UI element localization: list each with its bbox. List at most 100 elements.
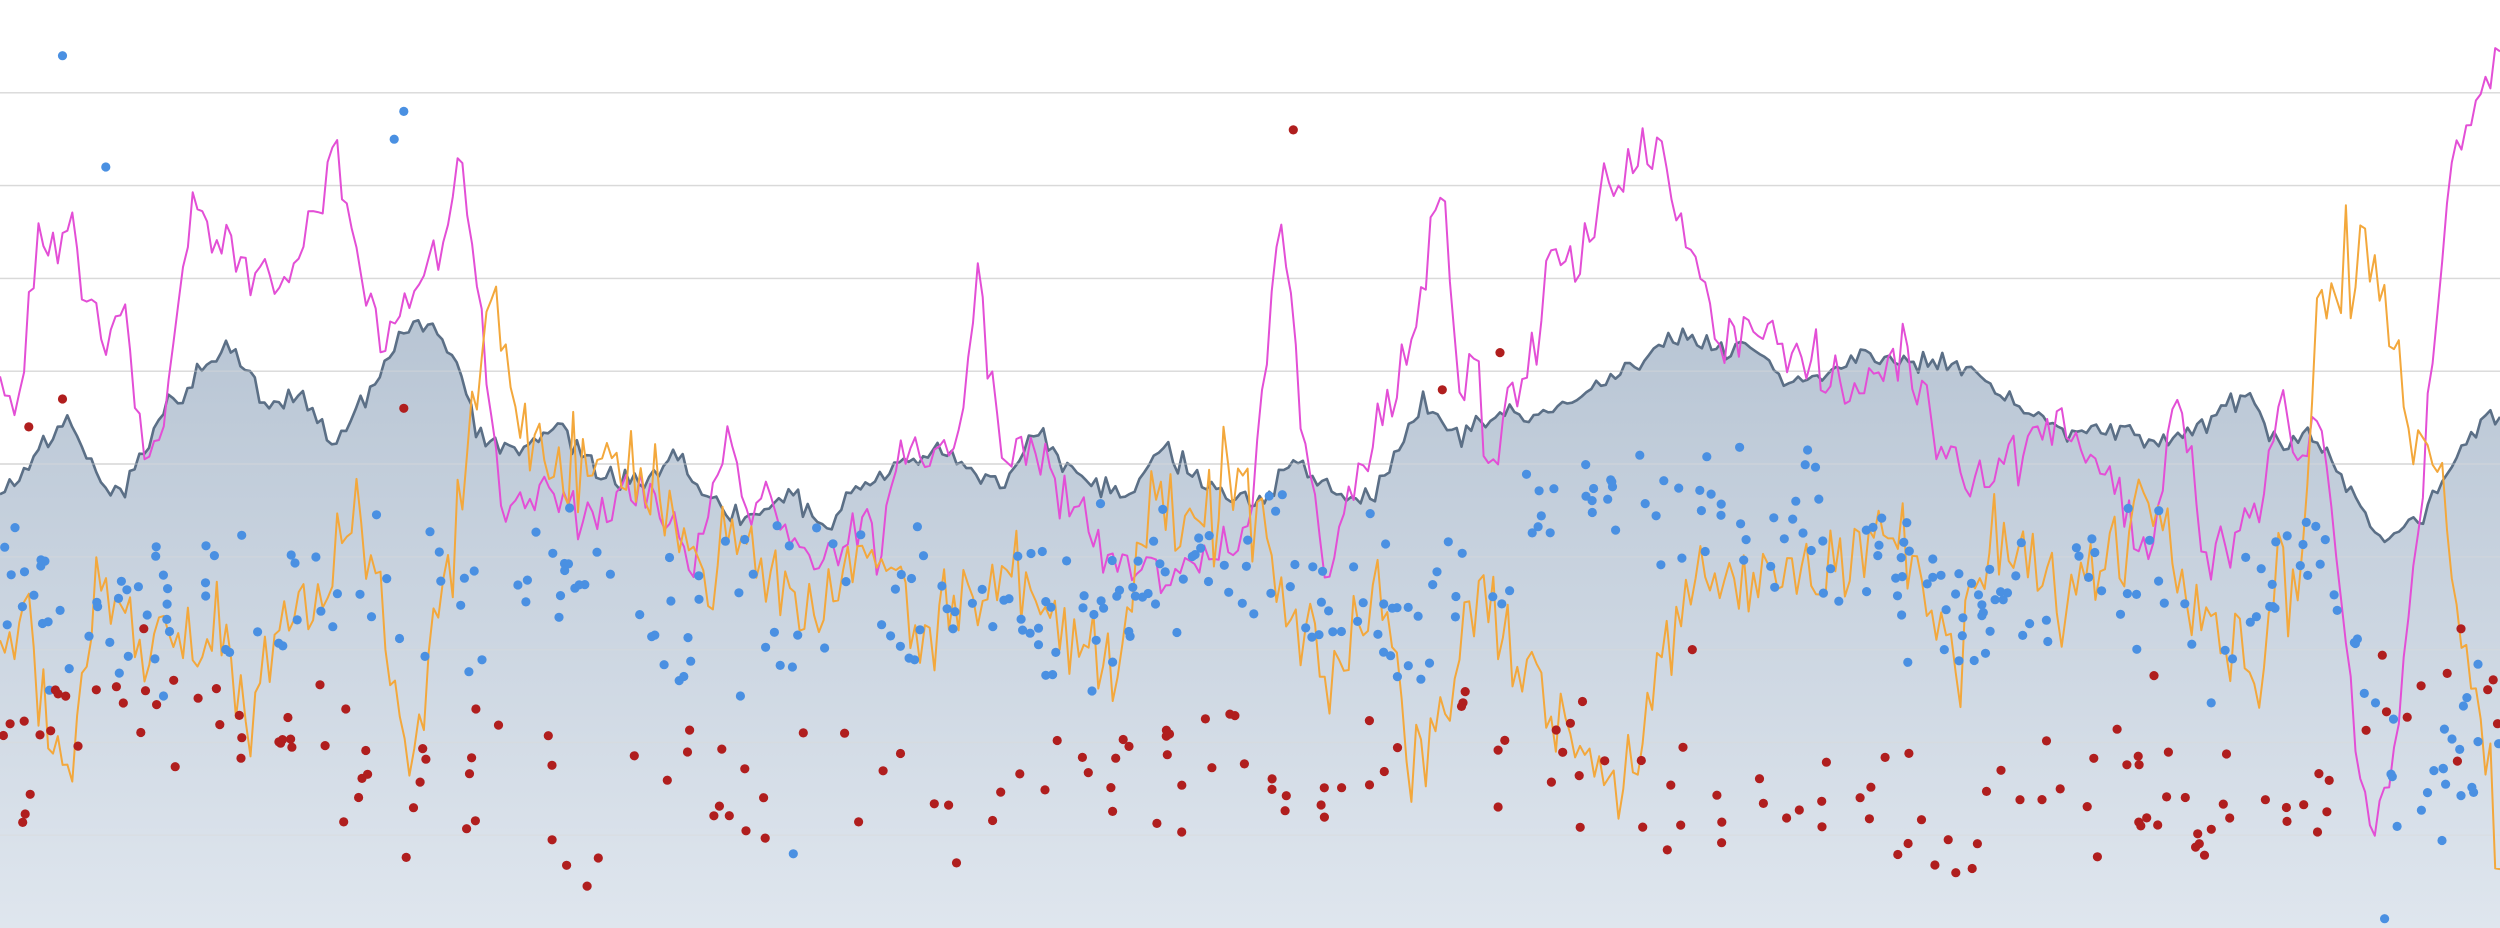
scatter-point-red (1267, 774, 1277, 784)
scatter-point-blue (784, 541, 794, 551)
scatter-point-red (1546, 777, 1556, 787)
scatter-point-red (1638, 822, 1648, 832)
scatter-point-red (1493, 802, 1503, 812)
line-series-orange (0, 204, 2500, 871)
scatter-point-red (1319, 812, 1329, 822)
scatter-point-blue (1301, 623, 1311, 633)
scatter-point-red (2452, 756, 2462, 766)
scatter-point-blue (1695, 485, 1705, 495)
scatter-point-red (1903, 838, 1913, 849)
scatter-point-blue (1219, 560, 1229, 570)
scatter-point-blue (915, 625, 925, 635)
scatter-point-red (470, 816, 480, 826)
scatter-point-red (2162, 792, 2172, 802)
scatter-point-blue (328, 622, 338, 632)
scatter-point-blue (1897, 610, 1907, 620)
scatter-point-blue (1285, 582, 1295, 592)
scatter-point-blue (201, 541, 211, 551)
scatter-point-blue (1741, 535, 1751, 545)
scatter-point-blue (2473, 659, 2483, 669)
scatter-point-blue (459, 573, 469, 583)
scatter-point-red (61, 691, 71, 701)
scatter-point-red (1106, 783, 1116, 793)
scatter-point-blue (659, 660, 669, 670)
scatter-point-blue (1349, 562, 1359, 572)
scatter-point-red (140, 686, 151, 696)
scatter-point-red (2092, 852, 2102, 862)
scatter-point-blue (2002, 588, 2013, 598)
scatter-point-blue (2265, 601, 2275, 612)
scatter-point-red (2221, 749, 2232, 759)
scatter-point-blue (1954, 656, 1964, 666)
scatter-point-blue (1702, 452, 1712, 462)
scatter-point-red (1577, 696, 1588, 707)
scatter-point-blue (1224, 587, 1234, 597)
scatter-point-blue (1977, 611, 1987, 621)
scatter-point-blue (1696, 506, 1706, 516)
scatter-point-blue (1328, 627, 1338, 637)
scatter-point-red (421, 754, 431, 764)
scatter-point-blue (1443, 537, 1453, 547)
scatter-point-blue (1155, 559, 1165, 569)
scatter-point-blue (2447, 734, 2457, 744)
scatter-point-blue (1834, 596, 1844, 606)
scatter-point-red (1040, 785, 1050, 795)
line-series-group (0, 47, 2500, 871)
scatter-point-blue (2122, 589, 2132, 599)
scatter-point-red (2082, 802, 2092, 812)
scatter-point-blue (29, 590, 39, 600)
scatter-point-blue (1241, 561, 1251, 571)
scatter-point-red (1118, 734, 1128, 745)
scatter-point-blue (1928, 554, 1938, 564)
scatter-point-blue (1980, 648, 1991, 658)
scatter-point-blue (1581, 460, 1591, 470)
scatter-point-blue (2282, 531, 2292, 541)
scatter-point-blue (1307, 632, 1317, 642)
scatter-point-red (929, 799, 939, 809)
scatter-point-blue (2295, 561, 2305, 571)
scatter-point-red (1817, 822, 1827, 832)
scatter-point-red (152, 700, 162, 710)
scatter-point-blue (200, 578, 211, 588)
scatter-point-red (724, 811, 734, 821)
scatter-point-blue (1091, 635, 1101, 645)
scatter-point-blue (877, 620, 887, 630)
scatter-point-blue (2011, 571, 2021, 581)
scatter-point-blue (2097, 586, 2107, 596)
scatter-point-blue (2349, 638, 2359, 648)
scatter-point-blue (1803, 445, 1813, 455)
scatter-point-red (2163, 747, 2173, 757)
scatter-point-red (401, 852, 411, 863)
scatter-point-blue (1954, 569, 1964, 579)
scatter-point-blue (114, 668, 124, 678)
scatter-point-red (2402, 712, 2412, 722)
scatter-point-red (2312, 827, 2323, 837)
scatter-point-blue (1018, 625, 1028, 635)
scatter-point-blue (2220, 645, 2230, 655)
scatter-point-red (1758, 798, 1768, 809)
scatter-point-red (1316, 800, 1326, 810)
scatter-point-red (2314, 769, 2324, 779)
scatter-point-blue (2131, 589, 2142, 600)
scatter-point-red (1337, 783, 1347, 793)
scatter-point-blue (1392, 672, 1402, 682)
scatter-point-blue (1985, 626, 1995, 636)
scatter-point-blue (1739, 555, 1749, 565)
scatter-point-red (1239, 759, 1249, 769)
scatter-point-red (5, 719, 15, 729)
scatter-point-red (1111, 753, 1121, 763)
scatter-point-blue (420, 651, 430, 662)
scatter-point-red (2142, 813, 2152, 823)
scatter-point-blue (1062, 556, 1072, 566)
scatter-point-blue (36, 555, 46, 565)
scatter-point-blue (2271, 537, 2281, 547)
scatter-point-blue (977, 584, 987, 595)
scatter-point-blue (2043, 636, 2053, 647)
scatter-point-red (1712, 790, 1722, 800)
scatter-point-blue (1534, 486, 1544, 496)
scatter-point-blue (2311, 521, 2321, 532)
scatter-point-blue (2301, 517, 2311, 528)
scatter-point-blue (1928, 572, 1938, 582)
scatter-point-blue (740, 534, 750, 545)
scatter-point-red (547, 835, 557, 845)
